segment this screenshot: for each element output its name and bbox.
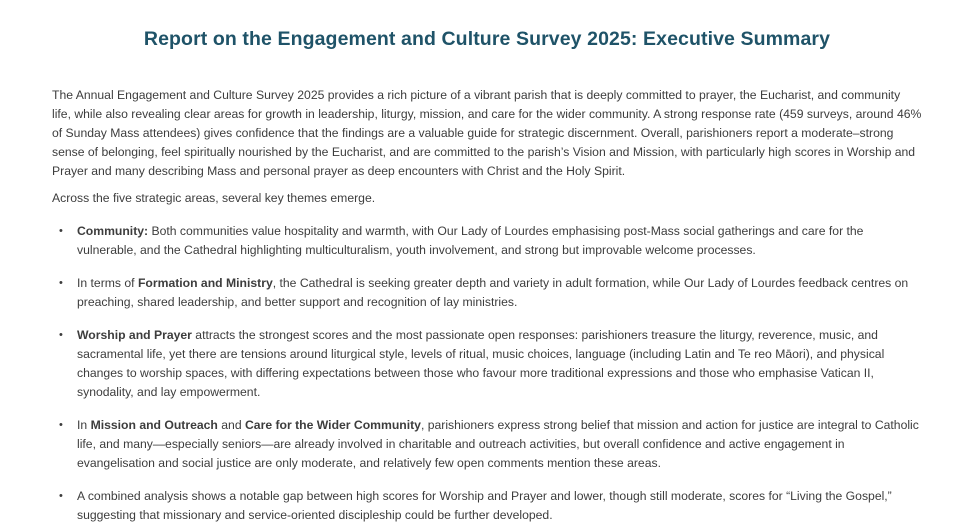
- key-themes-list: • Community: Both communities value hospi…: [52, 222, 922, 525]
- themes-lead-paragraph: Across the five strategic areas, several…: [52, 191, 376, 205]
- bullet-text: In terms of Formation and Ministry, the …: [77, 276, 909, 309]
- document-body: The Annual Engagement and Culture Survey…: [52, 86, 922, 525]
- bullet-icon: •: [59, 419, 63, 431]
- bullet-text: Community: Both communities value hospit…: [77, 224, 864, 257]
- list-item: • In Mission and Outreach and Care for th…: [52, 416, 922, 473]
- bullet-icon: •: [59, 277, 63, 289]
- list-item: • Worship and Prayer attracts the stronge…: [52, 326, 922, 402]
- intro-paragraph: The Annual Engagement and Culture Survey…: [52, 88, 922, 178]
- bullet-text: Worship and Prayer attracts the stronges…: [77, 328, 885, 399]
- bullet-icon: •: [59, 329, 63, 341]
- bullet-icon: •: [59, 490, 63, 502]
- page-title: Report on the Engagement and Culture Sur…: [143, 28, 831, 50]
- bullet-icon: •: [59, 225, 63, 237]
- list-item: • In terms of Formation and Ministry, the…: [52, 274, 922, 312]
- bullet-text: A combined analysis shows a notable gap …: [77, 489, 892, 522]
- list-item: • Community: Both communities value hospi…: [52, 222, 922, 260]
- bullet-text: In Mission and Outreach and Care for the…: [77, 418, 919, 470]
- list-item: • A combined analysis shows a notable gap…: [52, 487, 922, 525]
